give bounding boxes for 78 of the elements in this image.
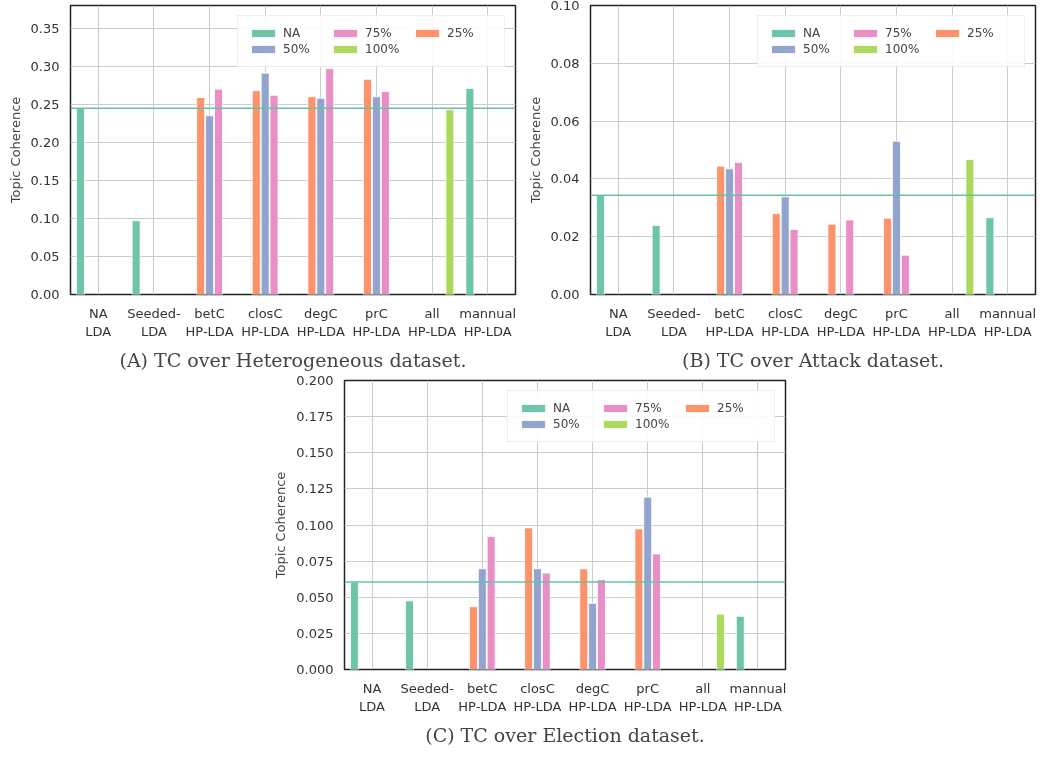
bar: [131, 220, 141, 295]
y-tick-label: 0.075: [296, 553, 334, 569]
y-tick-label: 0.15: [30, 172, 60, 188]
y-axis-title: Topic Coherence: [527, 96, 543, 205]
legend-label: NA: [803, 26, 822, 40]
y-tick-label: 0.100: [296, 517, 334, 533]
y-tick-label: 0.175: [296, 409, 334, 425]
legend-label: 100%: [365, 42, 401, 56]
legend-label: 25%: [967, 26, 995, 40]
y-tick-label: 0.04: [550, 171, 580, 187]
y-tick-label: 0.150: [296, 445, 334, 461]
legend-label: 25%: [717, 401, 745, 415]
x-tick-label: all HP-LDA: [928, 305, 977, 339]
x-tick-label: betC HP-LDA: [185, 305, 234, 339]
legend-label: 50%: [283, 42, 311, 56]
y-tick-label: 0.200: [296, 373, 334, 388]
text: (C) TC over Election dataset.: [425, 723, 705, 746]
x-tick-label: Seeded- LDA: [647, 305, 701, 339]
legend-label: 25%: [447, 26, 475, 40]
x-tick-label: closC HP-LDA: [513, 680, 562, 714]
y-tick-label: 0.30: [30, 58, 60, 74]
x-tick-label: betC HP-LDA: [705, 305, 754, 339]
legend-label: 75%: [885, 26, 913, 40]
text: (B) TC over Attack dataset.: [682, 348, 944, 371]
y-tick-label: 0.00: [30, 287, 60, 302]
x-tick-label: betC HP-LDA: [458, 680, 507, 714]
bar: [651, 225, 661, 295]
x-tick-label: closC HP-LDA: [241, 305, 290, 339]
x-tick-label: prC HP-LDA: [623, 680, 672, 714]
bar: [965, 159, 975, 295]
bar: [716, 613, 725, 670]
bar: [827, 223, 837, 295]
legend-label: 75%: [635, 401, 663, 415]
y-tick-label: 0.08: [550, 55, 580, 71]
x-tick-label: closC HP-LDA: [761, 305, 810, 339]
x-tick-label: prC HP-LDA: [872, 305, 921, 339]
y-tick-label: 0.10: [550, 0, 580, 13]
y-tick-label: 0.02: [550, 229, 580, 245]
y-tick-label: 0.125: [296, 481, 334, 497]
legend-label: 100%: [885, 42, 921, 56]
x-tick-label: Seeded- LDA: [400, 680, 455, 714]
x-tick-label: mannual HP-LDA: [459, 305, 517, 339]
legend-label: 75%: [365, 26, 393, 40]
x-tick-label: mannual HP-LDA: [979, 305, 1037, 339]
y-tick-label: 0.025: [296, 625, 334, 641]
legend-label: 100%: [635, 417, 671, 431]
y-axis-title: Topic Coherence: [273, 471, 289, 580]
legend-label: 50%: [803, 42, 831, 56]
x-tick-label: mannual HP-LDA: [729, 680, 787, 714]
y-tick-label: 0.000: [296, 662, 334, 677]
x-tick-label: Seeded- LDA: [127, 305, 181, 339]
y-tick-label: 0.35: [30, 20, 60, 36]
y-tick-label: 0.25: [30, 96, 60, 112]
x-tick-label: NA LDA: [85, 305, 112, 339]
legend-label: 50%: [553, 417, 581, 431]
bar: [735, 615, 745, 670]
y-tick-label: 0.05: [30, 248, 60, 264]
x-tick-label: NA LDA: [605, 305, 632, 339]
y-tick-label: 0.050: [296, 589, 334, 605]
legend-label: NA: [553, 401, 572, 415]
x-tick-label: NA LDA: [359, 680, 386, 714]
text: (A) TC over Heterogeneous dataset.: [119, 348, 467, 371]
y-tick-label: 0.10: [30, 210, 60, 226]
y-tick-label: 0.00: [550, 287, 580, 302]
bar: [445, 109, 455, 295]
x-tick-label: degC HP-LDA: [568, 680, 617, 714]
bar: [845, 219, 855, 295]
legend-label: NA: [283, 26, 302, 40]
bar: [405, 600, 414, 670]
x-tick-label: all HP-LDA: [678, 680, 727, 714]
x-tick-label: degC HP-LDA: [296, 305, 345, 339]
x-tick-label: prC HP-LDA: [352, 305, 401, 339]
x-tick-label: all HP-LDA: [408, 305, 457, 339]
bar: [985, 217, 995, 295]
y-axis-title: Topic Coherence: [7, 96, 23, 205]
x-tick-label: degC HP-LDA: [816, 305, 865, 339]
y-tick-label: 0.20: [30, 134, 60, 150]
y-tick-label: 0.06: [550, 113, 580, 129]
